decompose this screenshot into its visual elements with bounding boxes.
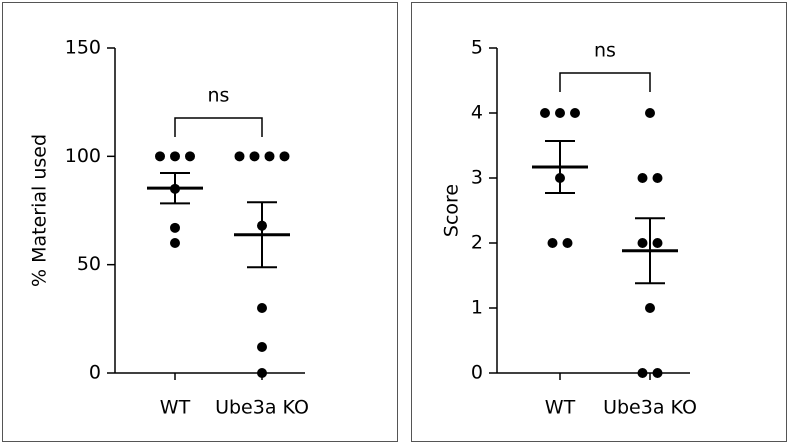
data-point <box>185 151 195 162</box>
x-tick-label: WT <box>545 397 576 419</box>
data-point <box>637 368 648 378</box>
y-tick-label: 4 <box>471 102 483 124</box>
data-point <box>645 108 655 118</box>
data-point <box>170 238 180 248</box>
y-tick-label: 100 <box>65 145 101 167</box>
panel-border <box>411 2 787 442</box>
data-point <box>257 368 267 378</box>
y-tick-label: 3 <box>471 167 483 189</box>
data-point <box>170 151 180 162</box>
data-point <box>264 151 275 162</box>
x-tick-label: Ube3a KO <box>603 397 697 419</box>
data-point <box>637 173 648 183</box>
data-point <box>547 238 558 248</box>
panel-border <box>2 2 398 442</box>
data-point <box>637 238 648 248</box>
significance-label: ns <box>594 40 616 62</box>
significance-label: ns <box>208 85 230 107</box>
y-tick-label: 50 <box>77 253 101 275</box>
data-point <box>645 303 655 313</box>
data-point <box>234 151 245 162</box>
y-tick-label: 150 <box>65 37 101 59</box>
data-point <box>257 342 267 352</box>
data-point <box>570 108 580 118</box>
data-point <box>562 238 573 248</box>
data-point <box>652 173 663 183</box>
data-point <box>257 303 267 313</box>
data-point <box>155 151 165 162</box>
y-tick-label: 5 <box>471 37 483 59</box>
significance-bracket <box>559 72 651 92</box>
y-axis-label: Score <box>441 184 463 237</box>
data-point <box>249 151 260 162</box>
y-tick-label: 0 <box>471 362 483 384</box>
data-point <box>652 368 663 378</box>
y-tick-label: 0 <box>89 362 101 384</box>
y-tick-label: 2 <box>471 232 483 254</box>
data-point <box>652 238 663 248</box>
data-point <box>540 108 550 118</box>
significance-bracket <box>174 117 263 137</box>
data-point <box>555 108 565 118</box>
y-axis-label: % Material used <box>29 134 51 287</box>
data-point <box>170 222 180 233</box>
x-tick-label: Ube3a KO <box>215 397 309 419</box>
y-tick-label: 1 <box>471 297 483 319</box>
data-point <box>279 151 290 162</box>
x-tick-label: WT <box>160 397 191 419</box>
